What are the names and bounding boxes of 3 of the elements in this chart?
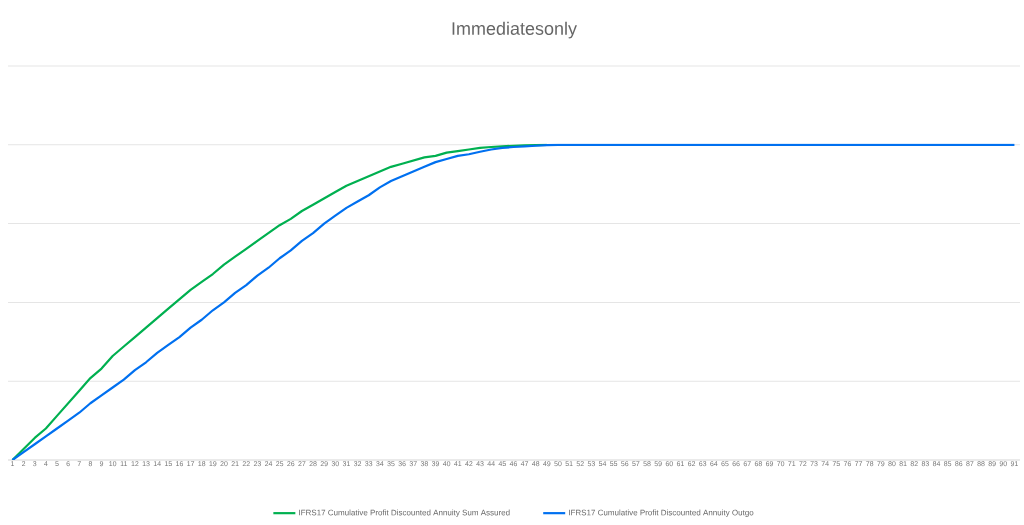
chart-title: Immediatesonly — [452, 21, 577, 39]
legend-label: IFRS17 Cumulative Profit Discounted Annuity Outgo — [569, 509, 754, 517]
legend-label: IFRS17 Cumulative Profit Discounted Annuity Sum Assured — [299, 509, 510, 517]
